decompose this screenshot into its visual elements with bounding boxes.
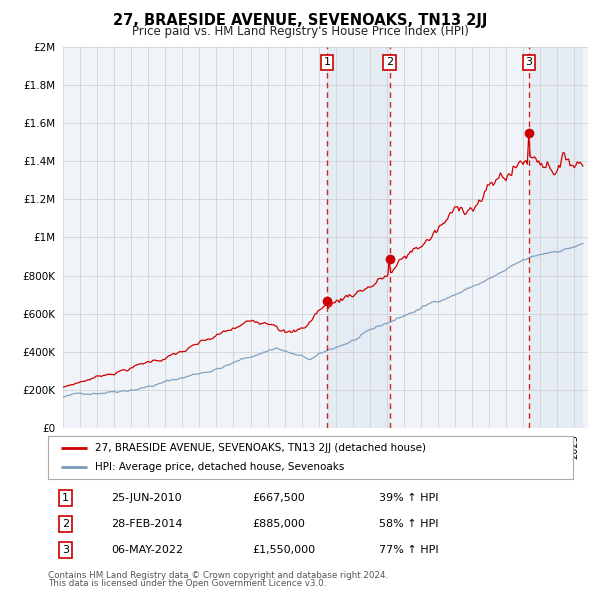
Text: 3: 3 <box>526 57 533 67</box>
Text: 3: 3 <box>62 545 69 555</box>
Text: 39% ↑ HPI: 39% ↑ HPI <box>379 493 438 503</box>
Text: 1: 1 <box>62 493 69 503</box>
Text: 58% ↑ HPI: 58% ↑ HPI <box>379 519 438 529</box>
Text: 2: 2 <box>386 57 393 67</box>
Bar <box>327 47 389 428</box>
Text: 2: 2 <box>62 519 69 529</box>
Text: £885,000: £885,000 <box>253 519 305 529</box>
Text: HPI: Average price, detached house, Sevenoaks: HPI: Average price, detached house, Seve… <box>95 463 344 473</box>
Bar <box>529 47 583 428</box>
Text: 28-FEB-2014: 28-FEB-2014 <box>111 519 182 529</box>
Text: 27, BRAESIDE AVENUE, SEVENOAKS, TN13 2JJ: 27, BRAESIDE AVENUE, SEVENOAKS, TN13 2JJ <box>113 13 487 28</box>
Text: Contains HM Land Registry data © Crown copyright and database right 2024.: Contains HM Land Registry data © Crown c… <box>48 571 388 579</box>
Text: Price paid vs. HM Land Registry's House Price Index (HPI): Price paid vs. HM Land Registry's House … <box>131 25 469 38</box>
Text: £667,500: £667,500 <box>253 493 305 503</box>
Text: 06-MAY-2022: 06-MAY-2022 <box>111 545 183 555</box>
Text: 77% ↑ HPI: 77% ↑ HPI <box>379 545 439 555</box>
Text: 1: 1 <box>323 57 331 67</box>
Text: This data is licensed under the Open Government Licence v3.0.: This data is licensed under the Open Gov… <box>48 579 326 588</box>
Text: 27, BRAESIDE AVENUE, SEVENOAKS, TN13 2JJ (detached house): 27, BRAESIDE AVENUE, SEVENOAKS, TN13 2JJ… <box>95 442 426 453</box>
Text: £1,550,000: £1,550,000 <box>253 545 316 555</box>
Text: 25-JUN-2010: 25-JUN-2010 <box>111 493 182 503</box>
